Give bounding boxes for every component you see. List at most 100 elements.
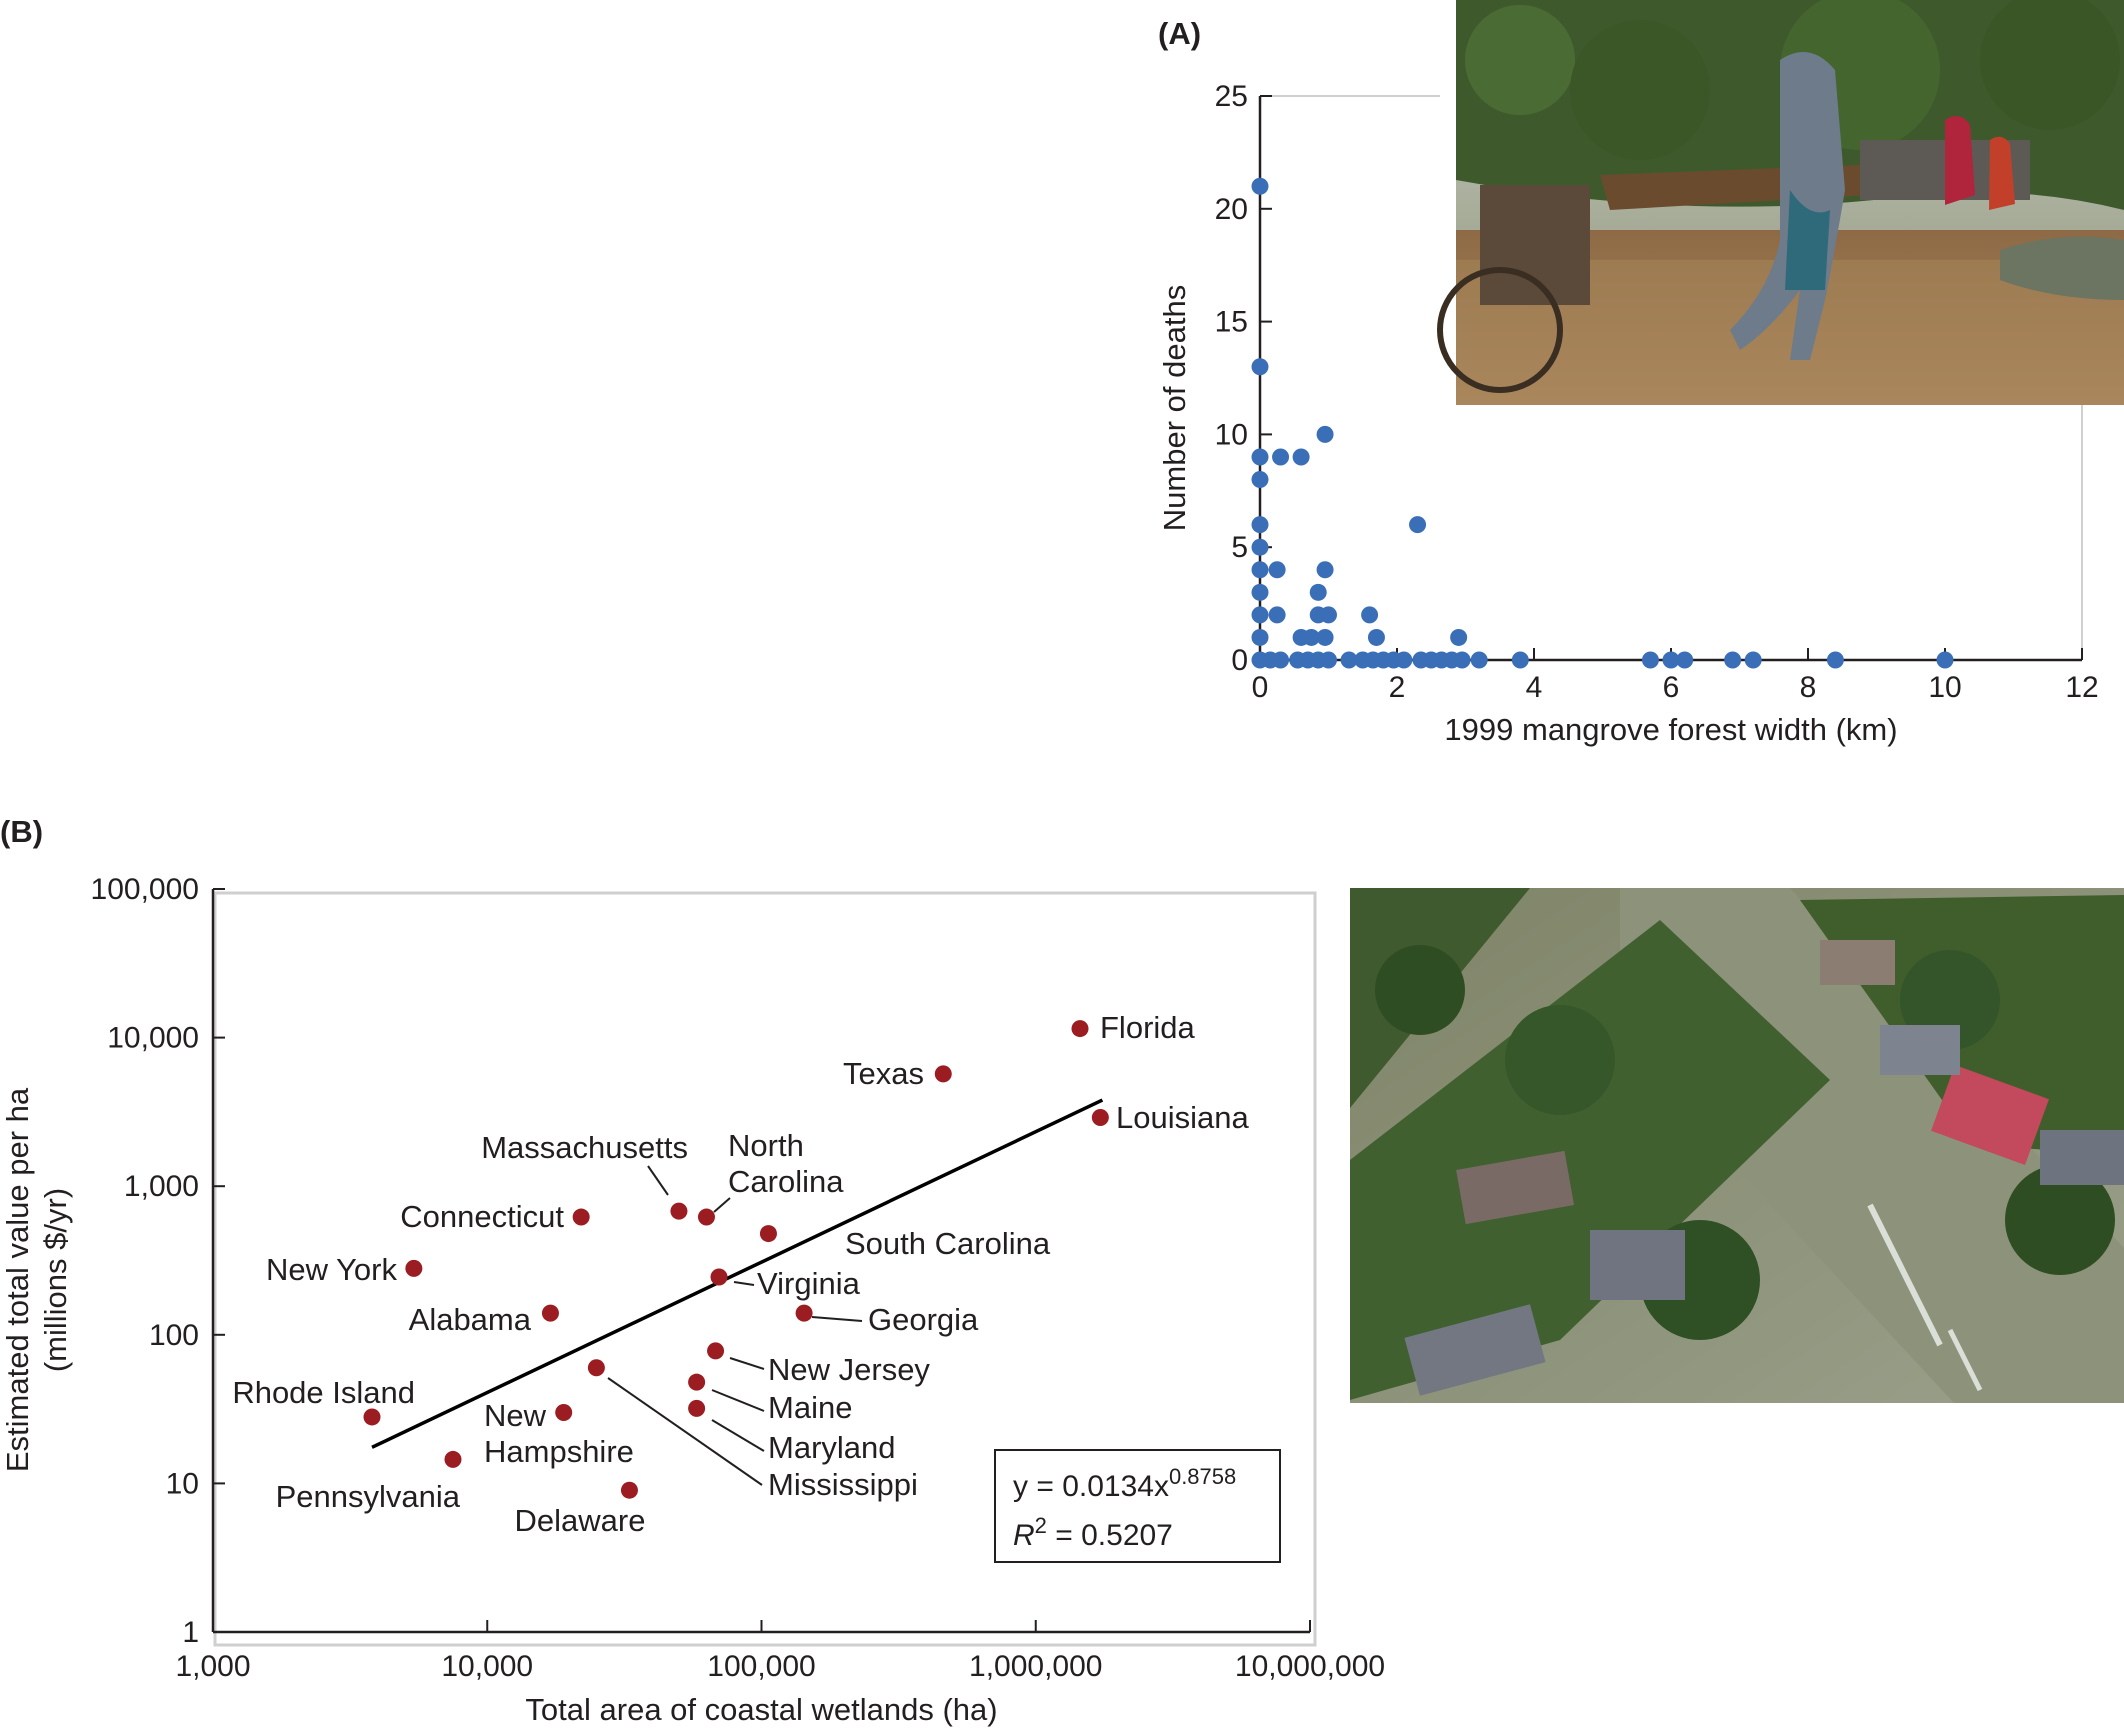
state-label-georgia: Georgia <box>868 1302 979 1337</box>
data-point-alabama <box>541 1304 559 1322</box>
x-tick-label-a: 0 <box>1252 671 1269 704</box>
plot-b-frame <box>213 891 1317 1647</box>
data-point-a <box>1272 651 1290 669</box>
data-point-new-york <box>405 1259 423 1277</box>
data-point-a <box>1641 651 1659 669</box>
data-point-a <box>1320 651 1337 669</box>
x-axis-label-a: 1999 mangrove forest width (km) <box>1444 712 1897 747</box>
x-tick-label-b: 10,000,000 <box>1235 1650 1385 1683</box>
y-tick-label-b: 10 <box>166 1467 199 1500</box>
state-label-texas: Texas <box>843 1056 924 1091</box>
data-point-texas <box>934 1065 952 1083</box>
x-tick-label-a: 6 <box>1663 671 1680 704</box>
data-point-a <box>1826 651 1844 669</box>
state-label-new-hampshire: Hampshire <box>484 1434 634 1469</box>
data-point-a <box>1268 561 1286 579</box>
data-point-south-carolina <box>759 1225 777 1243</box>
data-point-a <box>1409 516 1427 534</box>
data-point-a <box>1251 177 1269 195</box>
data-point-a <box>1268 606 1286 624</box>
data-point-louisiana <box>1091 1108 1109 1126</box>
x-tick-label-a: 2 <box>1389 671 1406 704</box>
state-label-connecticut: Connecticut <box>400 1199 564 1234</box>
state-label-new-hampshire: New <box>484 1398 547 1433</box>
data-point-maryland <box>688 1399 706 1417</box>
y-tick-label-a: 20 <box>1215 193 1248 226</box>
leader-line-new-jersey <box>729 1357 765 1370</box>
data-point-a <box>1251 583 1269 601</box>
data-point-a <box>1316 561 1334 579</box>
x-tick-label-b: 100,000 <box>707 1650 815 1683</box>
state-label-north-carolina: North <box>728 1128 804 1163</box>
y-axis-label-b: Estimated total value per ha <box>0 1087 35 1472</box>
data-point-a <box>1361 606 1379 624</box>
y-tick-label-a: 25 <box>1215 80 1248 113</box>
y-tick-label-a: 5 <box>1231 531 1248 564</box>
data-point-maine <box>688 1373 706 1391</box>
data-point-a <box>1292 448 1310 466</box>
y-tick-label-a: 10 <box>1215 418 1248 451</box>
data-point-a <box>1367 628 1385 646</box>
data-point-pennsylvania <box>444 1450 462 1468</box>
leader-line-north-carolina <box>713 1197 731 1213</box>
data-point-a <box>1272 448 1290 466</box>
state-label-maryland: Maryland <box>768 1430 896 1465</box>
data-point-a <box>1676 651 1694 669</box>
equation-main: y = 0.0134x <box>1013 1470 1169 1503</box>
photo-flood-village-icon <box>1437 0 2124 405</box>
svg-text:y = 0.0134x0.8758: y = 0.0134x0.8758 <box>1013 1464 1236 1503</box>
state-label-mississippi: Mississippi <box>768 1467 918 1502</box>
data-point-a <box>1450 628 1468 646</box>
data-point-a <box>1936 651 1954 669</box>
data-point-a <box>1724 651 1742 669</box>
leader-line-maryland <box>711 1419 765 1452</box>
y-tick-label-a: 0 <box>1231 644 1248 677</box>
data-point-new-hampshire <box>555 1403 573 1421</box>
data-point-a <box>1309 583 1327 601</box>
data-point-delaware <box>620 1481 638 1499</box>
data-point-mississippi <box>587 1359 605 1377</box>
data-point-a <box>1302 628 1320 646</box>
y-axis-label-a: Number of deaths <box>1157 285 1192 531</box>
y-axis-label-b-units: (millions $/yr) <box>38 1188 73 1372</box>
x-tick-label-a: 12 <box>2065 671 2098 704</box>
equation-exponent: 0.8758 <box>1169 1464 1236 1489</box>
data-point-a <box>1251 471 1269 489</box>
data-point-a <box>1340 651 1358 669</box>
x-axis-label-b: Total area of coastal wetlands (ha) <box>525 1692 997 1727</box>
x-tick-label-b: 1,000,000 <box>969 1650 1102 1683</box>
data-point-a <box>1251 358 1269 376</box>
data-point-a <box>1744 651 1762 669</box>
data-point-a <box>1251 516 1269 534</box>
data-point-a <box>1316 628 1334 646</box>
leader-line-georgia <box>811 1316 863 1322</box>
state-label-south-carolina: South Carolina <box>845 1226 1051 1261</box>
y-tick-label-b: 10,000 <box>107 1022 199 1055</box>
state-label-maine: Maine <box>768 1390 852 1425</box>
y-tick-label-a: 15 <box>1215 306 1248 339</box>
data-point-rhode-island <box>363 1408 381 1426</box>
data-point-a <box>1316 425 1334 443</box>
data-point-virginia <box>710 1268 728 1286</box>
r2-superscript: 2 <box>1035 1513 1047 1538</box>
data-point-a <box>1320 606 1337 624</box>
data-point-georgia <box>795 1304 813 1322</box>
data-point-a <box>1453 651 1471 669</box>
data-point-north-carolina <box>697 1208 715 1226</box>
panel-b-label: (B) <box>0 814 43 849</box>
state-label-delaware: Delaware <box>515 1503 646 1538</box>
y-tick-label-b: 100,000 <box>91 873 199 906</box>
regression-line <box>371 1098 1104 1449</box>
equation-box: y = 0.0134x0.8758 R2 = 0.5207 <box>994 1449 1281 1563</box>
data-point-florida <box>1071 1020 1089 1038</box>
state-label-new-york: New York <box>266 1252 397 1287</box>
data-point-a <box>1251 448 1269 466</box>
state-label-massachusetts: Massachusetts <box>481 1130 688 1165</box>
state-label-rhode-island: Rhode Island <box>232 1375 415 1410</box>
state-label-florida: Florida <box>1100 1010 1196 1045</box>
panel-a-label: (A) <box>1158 16 1201 51</box>
leader-line-massachusetts <box>647 1165 669 1196</box>
data-point-a <box>1251 561 1269 579</box>
state-label-virginia: Virginia <box>757 1266 861 1301</box>
